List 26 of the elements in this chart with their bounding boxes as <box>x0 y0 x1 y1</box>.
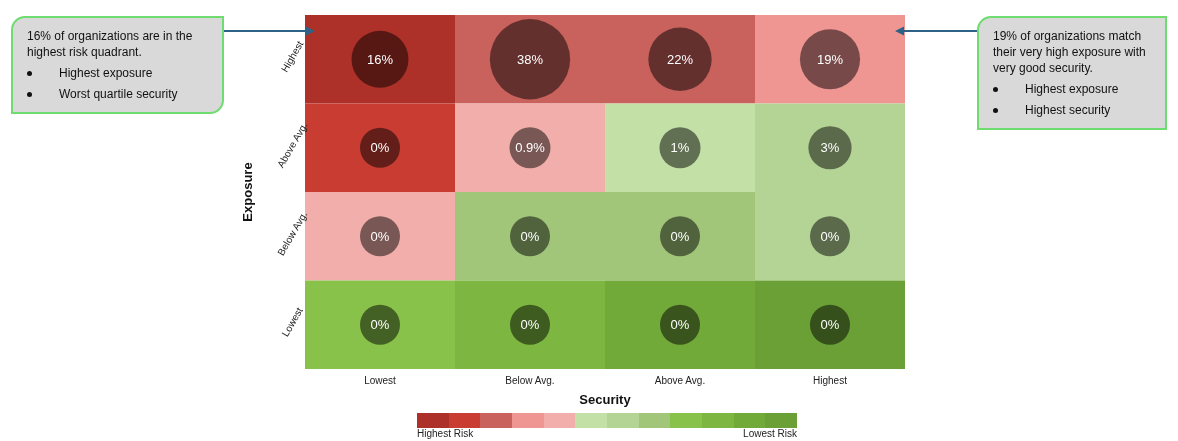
x-tick-label: Lowest <box>364 375 397 387</box>
x-tick-label: Above Avg. <box>654 375 706 387</box>
x-tick-label: Highest <box>813 375 848 387</box>
data-label: 0% <box>670 317 690 333</box>
data-label: 0% <box>520 317 540 333</box>
x-axis-title: Security <box>578 392 632 407</box>
data-label: 0% <box>370 140 390 156</box>
data-label: 16% <box>366 51 394 67</box>
data-label: 0.9% <box>515 140 546 156</box>
text: Lowest Risk <box>743 428 797 439</box>
data-label: 38% <box>516 51 544 67</box>
data-label: 0% <box>820 317 840 333</box>
text: Highest Risk <box>417 428 474 439</box>
data-label: 0% <box>370 228 390 244</box>
y-axis-title: Exposure <box>239 162 255 222</box>
data-label: 3% <box>820 140 840 156</box>
data-label: 1% <box>670 140 690 156</box>
data-label: 0% <box>670 228 690 244</box>
data-label: 0% <box>520 228 540 244</box>
callout-box: 16% of organizations are in the highest risk quadrant. Highest exposure Worst quartile security <box>11 16 224 114</box>
data-label: 0% <box>820 228 840 244</box>
callout-box: 19% of organizations match their very high exposure with very good security. Highest exposure Highest security <box>977 16 1167 130</box>
data-label: 0% <box>370 317 390 333</box>
x-tick-label: Below Avg. <box>505 375 555 387</box>
data-label: 19% <box>816 51 844 67</box>
data-label: 22% <box>666 51 694 67</box>
